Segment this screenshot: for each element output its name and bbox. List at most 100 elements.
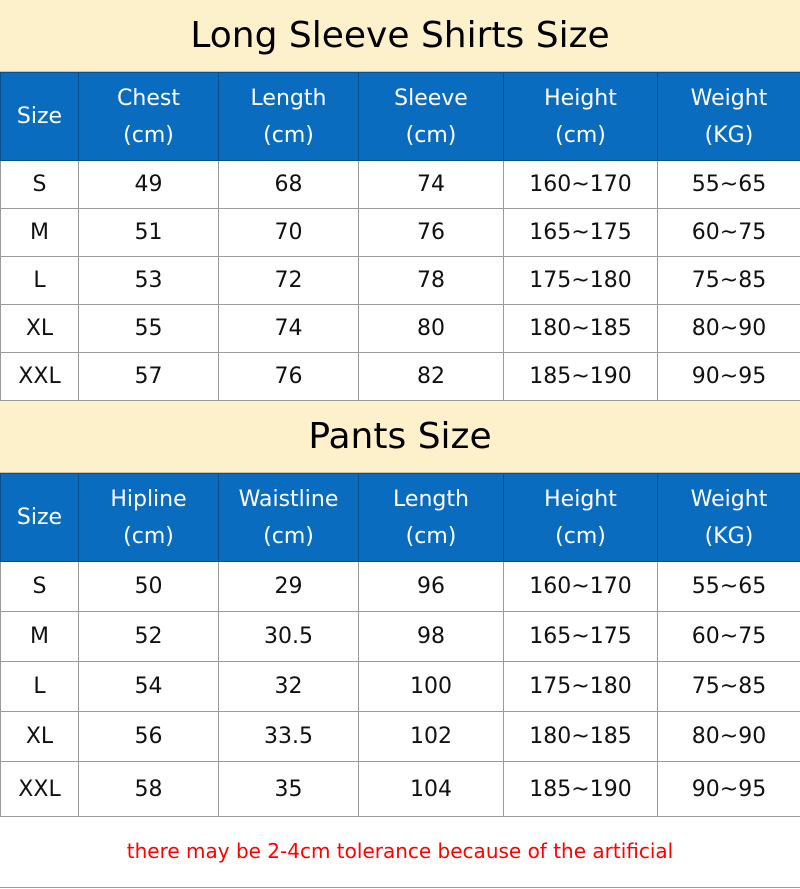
- shirts-table: Size Chest (cm) Length (cm) Sleeve (cm) Height (…: [0, 72, 800, 401]
- header-text: Waistline: [238, 486, 339, 512]
- header-text: Hipline: [110, 486, 187, 512]
- table-row: S 50 29 96 160~170 55~65: [0, 561, 800, 612]
- table-cell: 55~65: [657, 160, 800, 209]
- header-text: Height: [544, 85, 617, 111]
- header-text: (cm): [405, 122, 457, 148]
- table-cell: 70: [218, 208, 359, 257]
- table-cell: 90~95: [657, 761, 800, 817]
- header-text: Chest: [117, 85, 180, 111]
- table-cell: 185~190: [503, 761, 658, 817]
- table-cell: 96: [358, 561, 504, 612]
- column-header: Length (cm): [218, 72, 359, 161]
- table-cell: L: [0, 661, 79, 712]
- table-cell: 55: [78, 304, 219, 353]
- column-header: Length (cm): [358, 473, 504, 562]
- table-cell: 29: [218, 561, 359, 612]
- table-cell: 160~170: [503, 561, 658, 612]
- table-cell: S: [0, 160, 79, 209]
- header-row: Size Chest (cm) Length (cm) Sleeve (cm) Height (…: [0, 72, 800, 161]
- table-cell: 98: [358, 611, 504, 662]
- table-cell: 76: [218, 352, 359, 401]
- table-cell: XL: [0, 711, 79, 762]
- header-text: (KG): [704, 523, 754, 549]
- table-cell: S: [0, 561, 79, 612]
- header-text: Weight: [690, 85, 768, 111]
- column-header: Weight (KG): [657, 72, 800, 161]
- table-row: M 52 30.5 98 165~175 60~75: [0, 611, 800, 662]
- header-text: Length: [250, 85, 327, 111]
- header-text: Sleeve: [394, 85, 468, 111]
- tolerance-note: there may be 2-4cm tolerance because of …: [0, 815, 800, 888]
- column-header: Waistline (cm): [218, 473, 359, 562]
- header-text: (cm): [263, 523, 314, 549]
- column-header: Size: [0, 473, 79, 562]
- table-cell: 50: [78, 561, 219, 612]
- table-cell: 60~75: [657, 208, 800, 257]
- table-cell: 49: [78, 160, 219, 209]
- table-cell: 100: [358, 661, 504, 712]
- column-header: Weight (KG): [657, 473, 800, 562]
- table-cell: XXL: [0, 352, 79, 401]
- table-cell: 175~180: [503, 661, 658, 712]
- header-text: (cm): [555, 122, 606, 148]
- table-cell: 90~95: [657, 352, 800, 401]
- table-cell: 165~175: [503, 611, 658, 662]
- header-text: Height: [544, 486, 617, 512]
- column-header: Size: [0, 72, 79, 161]
- table-cell: 53: [78, 256, 219, 305]
- table-cell: 180~185: [503, 304, 658, 353]
- table-cell: XXL: [0, 761, 79, 817]
- header-text: (cm): [123, 122, 174, 148]
- table-cell: 80~90: [657, 711, 800, 762]
- table-cell: 35: [218, 761, 359, 817]
- table-cell: 52: [78, 611, 219, 662]
- table-row: M 51 70 76 165~175 60~75: [0, 208, 800, 257]
- table-cell: 56: [78, 711, 219, 762]
- table-row: S 49 68 74 160~170 55~65: [0, 160, 800, 209]
- table-cell: 78: [358, 256, 504, 305]
- table-cell: 185~190: [503, 352, 658, 401]
- table-cell: 32: [218, 661, 359, 712]
- header-text: (cm): [555, 523, 606, 549]
- table-cell: 74: [358, 160, 504, 209]
- header-text: Size: [16, 104, 63, 129]
- pants-title: Pants Size: [0, 401, 800, 473]
- table-cell: 165~175: [503, 208, 658, 257]
- column-header: Hipline (cm): [78, 473, 219, 562]
- shirts-title: Long Sleeve Shirts Size: [0, 0, 800, 72]
- table-cell: 80: [358, 304, 504, 353]
- table-cell: 72: [218, 256, 359, 305]
- table-cell: 51: [78, 208, 219, 257]
- table-cell: 55~65: [657, 561, 800, 612]
- pants-table: Size Hipline (cm) Waistline (cm) Length (cm) He…: [0, 473, 800, 817]
- table-row: XL 55 74 80 180~185 80~90: [0, 304, 800, 353]
- column-header: Sleeve (cm): [358, 72, 504, 161]
- table-cell: L: [0, 256, 79, 305]
- header-text: Size: [16, 505, 63, 530]
- table-cell: 74: [218, 304, 359, 353]
- table-cell: 33.5: [218, 711, 359, 762]
- header-text: (cm): [123, 523, 174, 549]
- table-cell: M: [0, 611, 79, 662]
- table-cell: 76: [358, 208, 504, 257]
- table-row: L 54 32 100 175~180 75~85: [0, 661, 800, 712]
- header-text: (cm): [263, 122, 314, 148]
- table-cell: M: [0, 208, 79, 257]
- table-cell: 175~180: [503, 256, 658, 305]
- table-cell: 75~85: [657, 661, 800, 712]
- table-cell: 75~85: [657, 256, 800, 305]
- table-cell: 54: [78, 661, 219, 712]
- header-text: Weight: [690, 486, 768, 512]
- table-cell: 104: [358, 761, 504, 817]
- table-cell: XL: [0, 304, 79, 353]
- table-row: L 53 72 78 175~180 75~85: [0, 256, 800, 305]
- table-cell: 80~90: [657, 304, 800, 353]
- table-cell: 30.5: [218, 611, 359, 662]
- header-text: Length: [393, 486, 469, 512]
- table-cell: 82: [358, 352, 504, 401]
- table-cell: 180~185: [503, 711, 658, 762]
- header-row: Size Hipline (cm) Waistline (cm) Length (cm) He…: [0, 473, 800, 562]
- table-cell: 160~170: [503, 160, 658, 209]
- table-cell: 102: [358, 711, 504, 762]
- table-row: XXL 58 35 104 185~190 90~95: [0, 761, 800, 817]
